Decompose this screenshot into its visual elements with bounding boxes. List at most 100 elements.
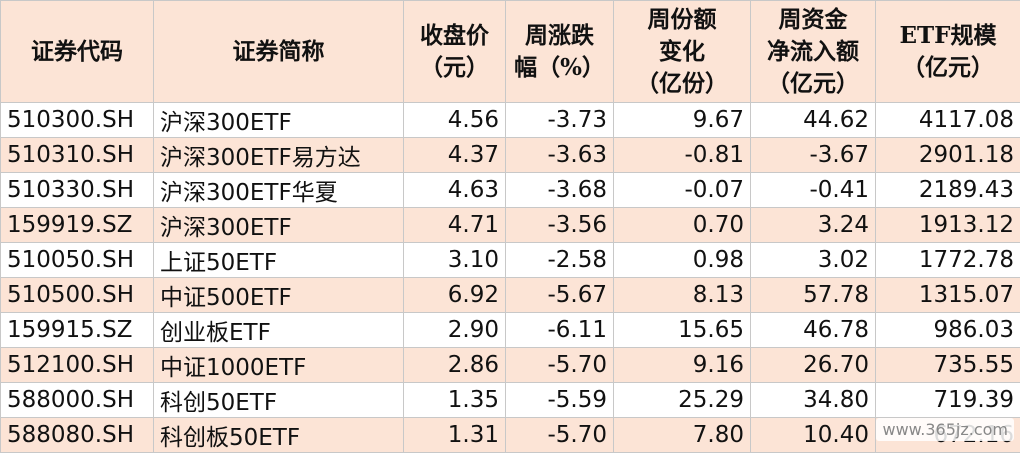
table-cell: -5.70 (506, 348, 614, 383)
table-cell: 沪深300ETF华夏 (154, 173, 404, 208)
table-cell: 0.98 (614, 243, 751, 278)
header-text: 周份额 (620, 4, 744, 36)
table-cell: 6.92 (404, 278, 506, 313)
header-text: （亿元） (757, 68, 869, 100)
header-text: 证券简称 (160, 36, 397, 68)
table-cell: -3.56 (506, 208, 614, 243)
table-cell: 3.02 (751, 243, 876, 278)
header-cell: 证券简称 (154, 1, 404, 103)
header-cell: ETF规模（亿元） (876, 1, 1020, 103)
table-row: 588080.SH科创板50ETF1.31-5.707.8010.40672.1… (1, 418, 1020, 453)
table-cell: 512100.SH (1, 348, 154, 383)
table-cell: -2.58 (506, 243, 614, 278)
table-cell: -6.11 (506, 313, 614, 348)
table-cell: 57.78 (751, 278, 876, 313)
table-cell: 4117.08 (876, 103, 1020, 138)
table-cell: 4.37 (404, 138, 506, 173)
table-cell: 159915.SZ (1, 313, 154, 348)
table-cell: 中证500ETF (154, 278, 404, 313)
header-cell: 周资金净流入额（亿元） (751, 1, 876, 103)
table-cell: 34.80 (751, 383, 876, 418)
table-cell: -0.41 (751, 173, 876, 208)
table-cell: 3.24 (751, 208, 876, 243)
table-cell: 4.56 (404, 103, 506, 138)
table-cell: 10.40 (751, 418, 876, 453)
header-cell: 周涨跌幅（%） (506, 1, 614, 103)
table-cell: 7.80 (614, 418, 751, 453)
header-text: （亿份） (620, 68, 744, 100)
table-cell: 中证1000ETF (154, 348, 404, 383)
table-cell: 510300.SH (1, 103, 154, 138)
table-cell: 1315.07 (876, 278, 1020, 313)
header-text: （亿元） (882, 52, 1014, 84)
header-cell: 收盘价（元） (404, 1, 506, 103)
table-cell: 科创50ETF (154, 383, 404, 418)
table-cell: 创业板ETF (154, 313, 404, 348)
table-cell: -3.67 (751, 138, 876, 173)
table-cell: -3.73 (506, 103, 614, 138)
table-cell: 15.65 (614, 313, 751, 348)
table-cell: 159919.SZ (1, 208, 154, 243)
page: 证券代码证券简称收盘价（元）周涨跌幅（%）周份额变化（亿份）周资金净流入额（亿元… (0, 0, 1020, 443)
table-cell: 986.03 (876, 313, 1020, 348)
table-cell: 46.78 (751, 313, 876, 348)
header-text: （元） (410, 52, 499, 84)
header-text: 变化 (620, 36, 744, 68)
header-text: 净流入额 (757, 36, 869, 68)
table-cell: 9.67 (614, 103, 751, 138)
table-cell: 9.16 (614, 348, 751, 383)
table-cell: 44.62 (751, 103, 876, 138)
table-cell: 2189.43 (876, 173, 1020, 208)
table-cell: 510330.SH (1, 173, 154, 208)
header-cell: 周份额变化（亿份） (614, 1, 751, 103)
table-cell: 588080.SH (1, 418, 154, 453)
table-cell: -5.67 (506, 278, 614, 313)
table-cell: -0.81 (614, 138, 751, 173)
watermark: www.365jz.com (876, 418, 1014, 441)
table-cell: 沪深300ETF易方达 (154, 138, 404, 173)
table-cell: 沪深300ETF (154, 103, 404, 138)
table-cell: 1913.12 (876, 208, 1020, 243)
table-cell: 510310.SH (1, 138, 154, 173)
table-cell: 上证50ETF (154, 243, 404, 278)
table-cell: 1.35 (404, 383, 506, 418)
table-cell: 719.39 (876, 383, 1020, 418)
table-cell: -3.63 (506, 138, 614, 173)
table-cell: 科创板50ETF (154, 418, 404, 453)
header-text: 周资金 (757, 4, 869, 36)
table-cell: -5.70 (506, 418, 614, 453)
table-cell: 1.31 (404, 418, 506, 453)
table-cell: 4.71 (404, 208, 506, 243)
table-cell: 2.86 (404, 348, 506, 383)
table-cell: 588000.SH (1, 383, 154, 418)
table-cell: 26.70 (751, 348, 876, 383)
table-cell: 3.10 (404, 243, 506, 278)
table-cell: 735.55 (876, 348, 1020, 383)
table-cell: -5.59 (506, 383, 614, 418)
header-row: 证券代码证券简称收盘价（元）周涨跌幅（%）周份额变化（亿份）周资金净流入额（亿元… (1, 1, 1020, 103)
header-cell: 证券代码 (1, 1, 154, 103)
table-cell: 0.70 (614, 208, 751, 243)
table-cell: -3.68 (506, 173, 614, 208)
header-text: 收盘价 (410, 20, 499, 52)
table-cell: 2901.18 (876, 138, 1020, 173)
table-cell: 25.29 (614, 383, 751, 418)
table-cell: 8.13 (614, 278, 751, 313)
header-text: 幅（%） (512, 52, 607, 84)
header-text: 周涨跌 (512, 20, 607, 52)
table-cell: 510500.SH (1, 278, 154, 313)
table-cell: 4.63 (404, 173, 506, 208)
table-cell: 510050.SH (1, 243, 154, 278)
header-text: ETF规模 (882, 20, 1014, 52)
table-cell: 1772.78 (876, 243, 1020, 278)
